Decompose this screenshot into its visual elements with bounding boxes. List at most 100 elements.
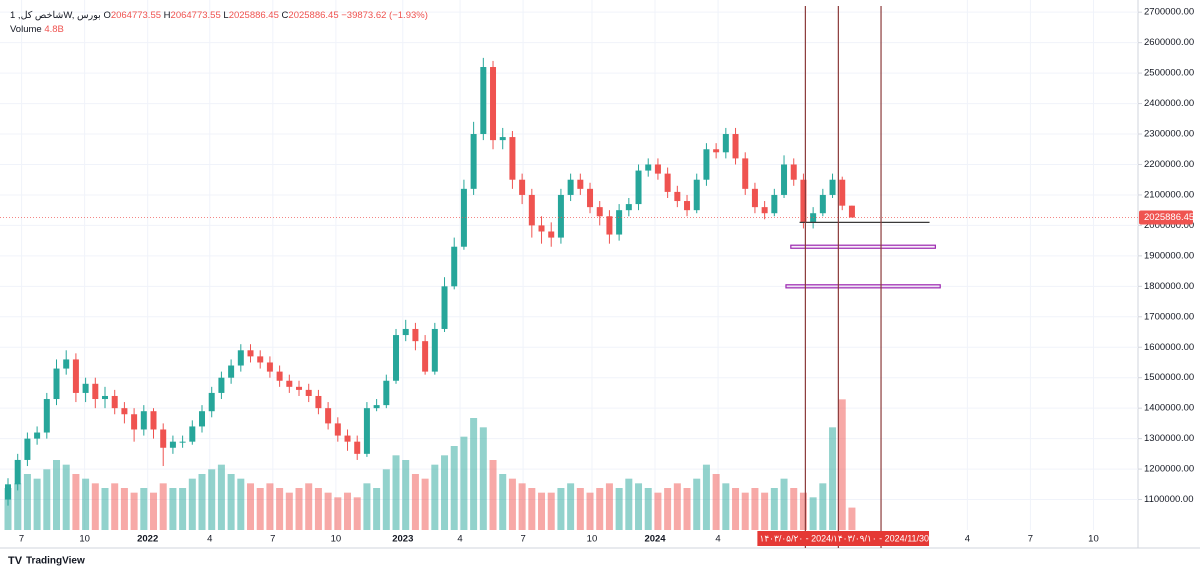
volume-bar: [567, 483, 575, 530]
legend-row: Volume 4.8B: [10, 23, 428, 37]
candle-body: [819, 194, 826, 214]
candle-body: [296, 386, 303, 390]
volume-bar: [538, 492, 546, 530]
volume-bar: [732, 488, 740, 530]
candle-body: [208, 392, 215, 412]
x-tick-label: 4: [457, 534, 462, 545]
candle-body: [189, 426, 196, 442]
candle-body: [451, 246, 458, 287]
candle-body: [53, 368, 60, 400]
volume-bar: [470, 418, 478, 530]
candle-body: [557, 194, 564, 238]
y-tick-label: 2200000.00: [1144, 159, 1194, 170]
y-tick-label: 1400000.00: [1144, 403, 1194, 414]
candle-body: [43, 399, 50, 433]
candle-body: [499, 137, 506, 141]
volume-bar: [712, 474, 720, 530]
volume-bar: [780, 478, 788, 530]
volume-bar: [761, 492, 769, 530]
volume-bar: [431, 464, 439, 530]
candle-body: [519, 179, 526, 195]
volume-bar: [770, 488, 778, 530]
candle-body: [363, 408, 370, 454]
volume-bar: [111, 483, 119, 530]
volume-bar: [848, 507, 856, 530]
volume-bar: [314, 488, 322, 530]
volume-bar: [120, 488, 128, 530]
candle-body: [684, 201, 691, 211]
l-key: L: [223, 10, 229, 21]
candle-body: [664, 173, 671, 192]
date-label-box: [833, 531, 930, 546]
volume-bar: [256, 488, 264, 530]
volume-bar: [664, 488, 672, 530]
volume-bar: [198, 474, 206, 530]
candle-body: [402, 328, 409, 336]
volume-bar: [489, 460, 497, 530]
candle-body: [150, 411, 157, 430]
volume-bar: [169, 488, 177, 530]
volume-bar: [809, 497, 817, 530]
volume-bar: [741, 492, 749, 530]
candle-body: [82, 383, 89, 393]
volume-value: 4.8B: [44, 24, 64, 35]
x-tick-label: 4: [207, 534, 212, 545]
volume-bar: [586, 492, 594, 530]
volume-bar: [402, 460, 410, 530]
volume-bar: [305, 483, 313, 530]
volume-bar: [528, 488, 536, 530]
y-tick-label: 2100000.00: [1144, 189, 1194, 200]
x-tick-label: 7: [19, 534, 24, 545]
rectangle-drawing: [785, 284, 941, 289]
x-tick-label: 7: [270, 534, 275, 545]
volume-bar: [285, 492, 293, 530]
volume-bar: [150, 492, 158, 530]
candle-body: [266, 362, 273, 372]
volume-bar: [53, 460, 61, 530]
candle-body: [344, 435, 351, 442]
last-price-box: [1139, 210, 1193, 225]
y-tick-label: 1500000.00: [1144, 372, 1194, 383]
y-tick-label: 2000000.00: [1144, 220, 1194, 231]
volume-bar: [334, 497, 342, 530]
rectangle-drawing: [790, 244, 936, 249]
y-tick-label: 1600000.00: [1144, 342, 1194, 353]
candle-body: [645, 164, 652, 171]
candle-body: [509, 137, 516, 180]
candle-body: [199, 411, 206, 427]
h-value: 2064773.55: [170, 10, 221, 21]
x-tick-label: 2022: [137, 534, 158, 545]
candle-body: [412, 328, 419, 342]
volume-bar: [382, 469, 390, 530]
candle-body: [383, 380, 390, 406]
candle-body: [596, 207, 603, 217]
y-tick-label: 1100000.00: [1144, 494, 1194, 505]
candle-body: [771, 194, 778, 214]
candle-body: [761, 207, 768, 214]
volume-bar: [421, 478, 429, 530]
volume-bar: [208, 469, 216, 530]
candle-body: [422, 341, 429, 372]
candle-body: [751, 188, 758, 208]
h-key: H: [163, 10, 171, 21]
x-tick-label: 10: [79, 534, 90, 545]
candle-body: [305, 389, 312, 396]
candle-body: [781, 164, 788, 195]
candle-body: [625, 204, 632, 211]
volume-bar: [91, 483, 99, 530]
o-key: O: [103, 10, 111, 21]
candle-body: [577, 179, 584, 189]
candle-body: [693, 179, 700, 211]
candle-body: [160, 429, 167, 448]
candle-body: [179, 441, 186, 443]
candle-body: [713, 149, 720, 153]
volume-bar: [43, 469, 51, 530]
candle-body: [393, 335, 400, 381]
volume-bar: [130, 492, 138, 530]
volume-bar: [683, 488, 691, 530]
volume-bar: [799, 492, 807, 530]
candle-body: [121, 408, 128, 415]
candle-body: [674, 191, 681, 202]
candle-body: [24, 438, 31, 460]
